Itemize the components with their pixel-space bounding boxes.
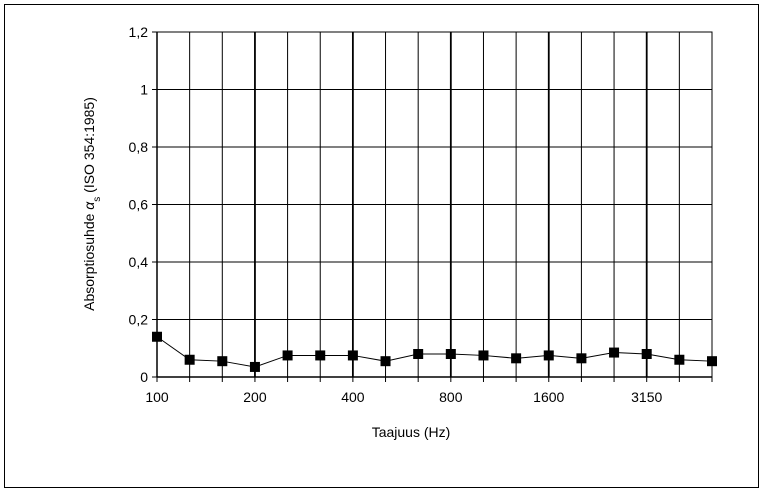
x-tick-label: 1600 [533, 389, 564, 405]
data-point [609, 347, 620, 358]
data-point [217, 356, 228, 367]
data-point [543, 350, 554, 361]
data-point [707, 356, 717, 367]
data-point [152, 331, 162, 342]
y-tick-label: 0,8 [129, 139, 149, 155]
y-tick-label: 0 [140, 369, 148, 385]
data-point [347, 350, 358, 361]
series-line [156, 336, 713, 368]
x-tick-label: 200 [243, 389, 267, 405]
chart-frame [4, 4, 759, 488]
data-point [184, 354, 195, 365]
x-axis-title: Taajuus (Hz) [372, 424, 451, 440]
y-tick-labels: 0 0,2 0,4 0,6 0,8 1 1,2 [129, 24, 149, 385]
data-point [315, 350, 326, 361]
data-point [249, 361, 260, 372]
grid [157, 31, 713, 377]
data-point [674, 354, 685, 365]
data-point [282, 350, 293, 361]
data-point [478, 350, 489, 361]
y-tick-label: 0,4 [129, 254, 149, 270]
x-tick-labels: 100 200 400 800 1600 3150 [145, 389, 662, 405]
series [152, 331, 717, 372]
x-tick-label: 400 [341, 389, 365, 405]
data-point [511, 353, 522, 364]
x-tick-label: 3150 [631, 389, 662, 405]
x-tick-label: 800 [439, 389, 463, 405]
axes [152, 31, 713, 382]
y-tick-label: 1 [140, 82, 148, 98]
data-point [445, 349, 456, 359]
data-point [641, 349, 652, 359]
data-point [380, 356, 391, 367]
y-tick-label: 0,2 [129, 312, 149, 328]
data-point [413, 349, 424, 359]
x-tick-label: 100 [145, 389, 169, 405]
y-axis-title: Absorptiosuhde αs (ISO 354:1985) [81, 97, 103, 311]
y-tick-label: 0,6 [129, 197, 149, 213]
data-point [576, 353, 587, 364]
y-tick-label: 1,2 [129, 24, 149, 40]
